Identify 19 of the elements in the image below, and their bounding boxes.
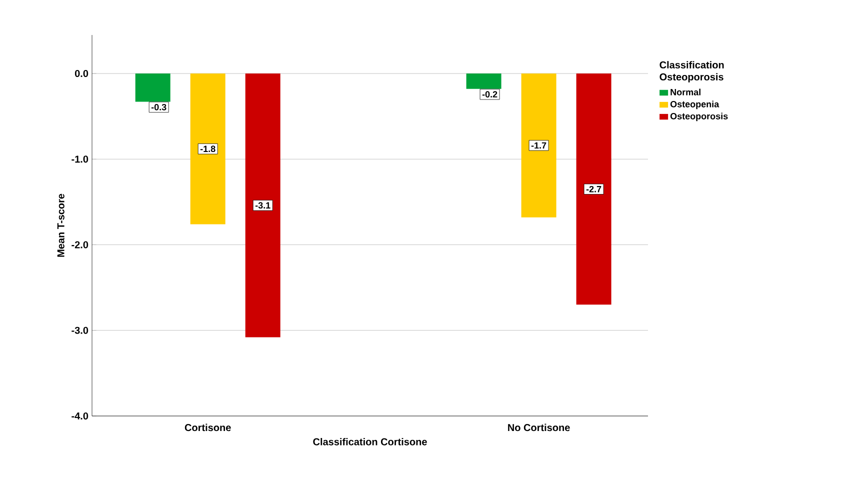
x-tick-label: Cortisone <box>184 424 231 432</box>
y-tick-label: -3.0 <box>72 326 88 334</box>
y-tick-label: 0.0 <box>74 70 88 78</box>
legend-label: Normal <box>670 88 700 96</box>
x-tick-label: No Cortisone <box>508 424 570 432</box>
legend-label: Osteopenia <box>670 100 720 110</box>
data-label: -1.7 <box>531 142 546 149</box>
y-axis-title: Mean T-score <box>57 194 64 257</box>
y-tick-label: -1.0 <box>72 156 88 163</box>
data-label: -0.3 <box>151 104 166 110</box>
y-tick-label: -4.0 <box>72 412 88 420</box>
data-label: -0.2 <box>482 91 498 98</box>
legend-label: Osteoporosis <box>670 112 728 122</box>
y-tick-label: -2.0 <box>72 241 88 248</box>
x-axis-title: Classification Cortisone <box>313 438 427 446</box>
data-label: -2.7 <box>586 186 602 192</box>
legend-title: Classification Osteoporosis <box>660 61 724 82</box>
data-label: -3.1 <box>255 202 270 209</box>
data-label: -1.8 <box>200 146 216 152</box>
